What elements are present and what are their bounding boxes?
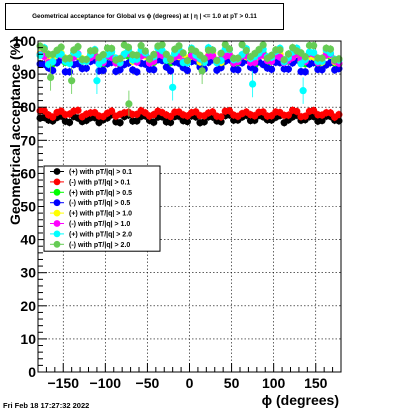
data-point-outlier (249, 80, 257, 88)
data-point-outlier (93, 77, 101, 85)
y-tick-label: 30 (20, 265, 36, 281)
legend-box (43, 165, 161, 252)
y-tick-label: 0 (28, 364, 36, 380)
series-1 (36, 106, 343, 122)
data-points (36, 40, 343, 127)
legend-marker (53, 240, 61, 248)
x-axis-label: ϕ (degrees) (262, 392, 339, 408)
y-tick-label: 40 (20, 232, 36, 248)
x-tick-label: −50 (136, 375, 160, 391)
series-7 (36, 40, 343, 118)
legend-label: (+) with pT/|q| > 0.5 (69, 190, 132, 197)
legend-marker (53, 188, 61, 196)
x-tick-label: 150 (304, 375, 328, 391)
legend-label: (-) with pT/|q| > 0.5 (69, 200, 130, 207)
legend-marker (53, 199, 61, 207)
y-tick-label: 10 (20, 331, 36, 347)
data-point-outlier (125, 100, 133, 108)
legend-label: (+) with pT/|q| > 0.1 (69, 169, 132, 176)
legend-marker (53, 220, 61, 227)
y-tick-label: 90 (20, 66, 36, 82)
legend-label: (+) with pT/|q| > 1.0 (69, 211, 132, 218)
legend-marker (53, 178, 61, 186)
timestamp: Fri Feb 18 17:27:32 2022 (3, 401, 90, 410)
chart-title: Geometrical acceptance for Global vs ϕ (… (5, 3, 284, 30)
y-tick-label: 100 (13, 33, 37, 49)
legend-marker (53, 168, 61, 175)
data-point-outlier (47, 73, 55, 82)
y-tick-label: 20 (20, 298, 36, 314)
data-point-outlier (198, 67, 206, 75)
data-point-outlier (169, 83, 177, 91)
legend-label: (-) with pT/|q| > 1.0 (69, 221, 130, 228)
y-tick-label: 50 (20, 199, 36, 215)
axes: 0 10 20 30 40 50 60 70 80 90 100 −150 −100 −50 0 50 100 1… (13, 33, 342, 391)
x-tick-label: 0 (186, 375, 194, 391)
x-tick-label: −100 (90, 375, 122, 391)
x-tick-label: −150 (47, 375, 79, 391)
legend: (+) with pT/|q| > 0.1 (-) with pT/|q| > 0… (43, 165, 161, 252)
x-tick-label: 100 (262, 375, 286, 391)
y-axis-label: Geometrical acceptance (%) (7, 38, 23, 225)
legend-label: (-) with pT/|q| > 0.1 (69, 179, 130, 186)
x-tick-label: 50 (224, 375, 240, 391)
data-point-outlier (299, 87, 307, 95)
legend-label: (-) with pT/|q| > 2.0 (69, 242, 130, 249)
legend-marker (53, 230, 61, 238)
y-tick-label: 70 (20, 132, 36, 148)
legend-marker (53, 209, 61, 217)
y-tick-label: 60 (20, 165, 36, 181)
legend-label: (+) with pT/|q| > 2.0 (69, 231, 132, 238)
data-point-outlier (68, 77, 76, 85)
y-tick-label: 80 (20, 99, 36, 115)
